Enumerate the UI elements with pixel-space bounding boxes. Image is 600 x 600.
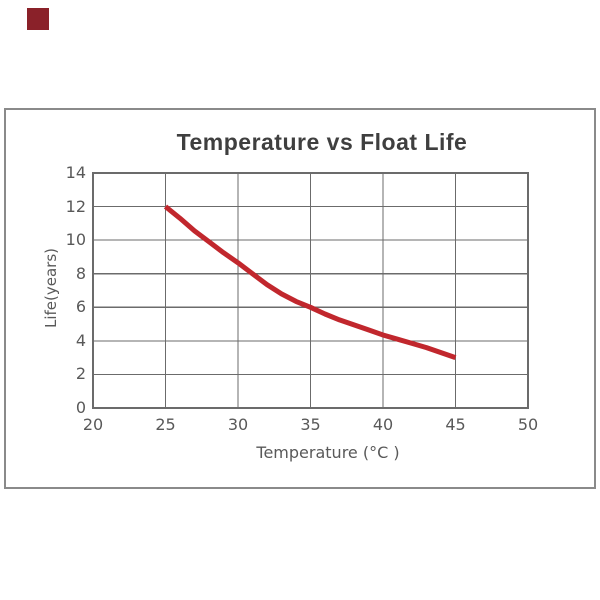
y-tick-label: 14 (65, 163, 86, 182)
y-axis-title: Life(years) (42, 247, 60, 329)
x-axis-title: Temperature (°C ) (256, 443, 400, 462)
y-tick-label: 2 (75, 364, 86, 384)
brand-logo-square (27, 8, 49, 30)
x-tick-label: 40 (372, 415, 394, 434)
x-tick-label: 20 (82, 415, 104, 434)
y-tick-label: 6 (75, 297, 86, 317)
x-tick-label: 50 (517, 415, 539, 434)
y-tick-label: 0 (75, 398, 86, 417)
x-tick-label: 30 (227, 415, 249, 434)
y-tick-label: 8 (75, 263, 86, 283)
x-tick-label: 35 (300, 415, 321, 434)
x-tick-label: 45 (445, 415, 466, 434)
y-tick-label: 12 (65, 196, 86, 216)
y-tick-label: 10 (65, 230, 86, 250)
x-tick-label: 25 (155, 415, 176, 434)
y-tick-label: 4 (75, 330, 86, 350)
chart-title: Temperature vs Float Life (176, 129, 468, 155)
